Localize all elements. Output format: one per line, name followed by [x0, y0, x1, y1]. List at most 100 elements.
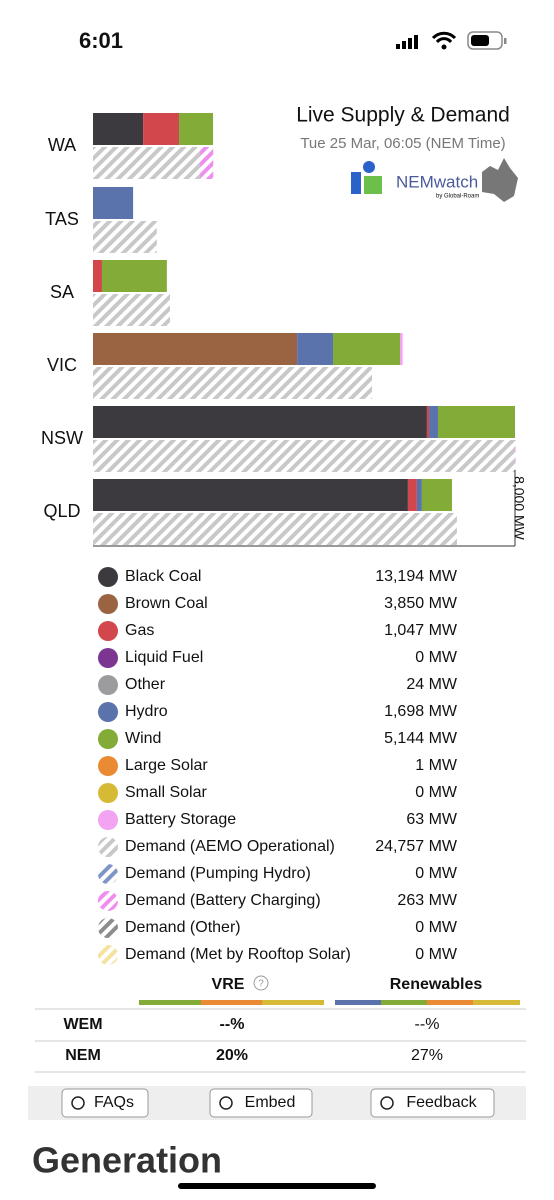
legend-value: 63 MW — [406, 811, 458, 828]
home-indicator — [178, 1183, 376, 1189]
bar-segment — [93, 333, 298, 365]
status-icons — [396, 31, 507, 50]
legend-label: Hydro — [125, 703, 168, 720]
table-cell: WEM — [63, 1016, 102, 1033]
legend-value: 263 MW — [397, 892, 457, 909]
table-cell: --% — [220, 1016, 245, 1033]
legend-label: Other — [125, 676, 166, 693]
legend-label: Demand (Other) — [125, 919, 241, 936]
bar-segment — [297, 333, 334, 365]
category-label: QLD — [43, 501, 80, 521]
legend-value: 5,144 MW — [384, 730, 458, 747]
legend-label: Demand (AEMO Operational) — [125, 838, 335, 855]
bar-segment — [437, 406, 515, 438]
category-label: SA — [50, 282, 74, 302]
category-label: VIC — [47, 355, 77, 375]
legend-value: 1,698 MW — [384, 703, 458, 720]
legend-label: Large Solar — [125, 757, 208, 774]
bar-segment — [93, 294, 171, 326]
legend-swatch — [98, 567, 118, 587]
legend-value: 0 MW — [415, 919, 458, 936]
bar-segment — [200, 147, 214, 179]
legend-swatch — [98, 729, 118, 749]
button-label: Feedback — [406, 1094, 477, 1111]
category-label: TAS — [45, 209, 79, 229]
header-title: Live Supply & Demand — [296, 104, 510, 127]
bar-segment — [333, 333, 401, 365]
legend-value: 3,850 MW — [384, 595, 458, 612]
legend-label: Battery Storage — [125, 811, 236, 828]
bar-segment — [93, 187, 134, 219]
chart: WA TAS SA VIC NSW QLD 8,000 MW — [41, 113, 527, 547]
button[interactable]: Embed — [209, 1088, 313, 1118]
table-cell: 27% — [411, 1047, 443, 1064]
bar-segment — [93, 113, 144, 145]
legend-swatch — [98, 756, 118, 776]
button-frame — [61, 1088, 149, 1118]
legend-swatch — [98, 945, 118, 965]
legend-label: Gas — [125, 622, 154, 639]
bar-segment — [515, 440, 516, 472]
summary-table: VRE ? Renewables WEM --% --% NEM 20% 27% — [35, 975, 526, 1073]
svg-text:?: ? — [258, 979, 264, 990]
bar-segment — [93, 513, 457, 545]
bar-segment — [93, 260, 102, 292]
legend-swatch — [98, 702, 118, 722]
section-title: Generation — [32, 1140, 222, 1181]
legend-value: 24 MW — [406, 676, 458, 693]
button-icon — [219, 1096, 233, 1110]
bar-segment — [93, 367, 373, 399]
legend-label: Black Coal — [125, 568, 201, 585]
legend-swatch — [98, 810, 118, 830]
legend-value: 0 MW — [415, 649, 458, 666]
legend-swatch — [98, 675, 118, 695]
bar-segment — [407, 479, 417, 511]
clock: 6:01 — [79, 28, 123, 53]
legend-value: 13,194 MW — [375, 568, 458, 585]
table-header: VRE — [212, 976, 245, 993]
legend-swatch — [98, 594, 118, 614]
legend-value: 0 MW — [415, 946, 458, 963]
legend-label: Wind — [125, 730, 161, 747]
bar-segment — [93, 440, 515, 472]
button-icon — [71, 1096, 85, 1110]
legend-label: Demand (Met by Rooftop Solar) — [125, 946, 351, 963]
legend-label: Demand (Pumping Hydro) — [125, 865, 311, 882]
button-frame — [370, 1088, 495, 1118]
legend-label: Liquid Fuel — [125, 649, 203, 666]
button-label: Embed — [245, 1094, 296, 1111]
legend-swatch — [98, 918, 118, 938]
button[interactable]: FAQs — [61, 1088, 149, 1118]
logo: NEMwatch by Global-Roam — [351, 158, 518, 202]
legend-swatch — [98, 648, 118, 668]
header-date: Tue 25 Mar, 06:05 (NEM Time) — [300, 135, 505, 152]
bar-segment — [400, 333, 403, 365]
legend-swatch — [98, 621, 118, 641]
legend-swatch — [98, 891, 118, 911]
bar-segment — [421, 479, 452, 511]
legend-value: 24,757 MW — [375, 838, 458, 855]
bar-segment — [178, 113, 214, 145]
bar-segment — [429, 406, 438, 438]
button[interactable]: Feedback — [370, 1088, 495, 1118]
legend-label: Brown Coal — [125, 595, 208, 612]
legend-label: Small Solar — [125, 784, 207, 801]
category-label: NSW — [41, 428, 83, 448]
legend-value: 0 MW — [415, 865, 458, 882]
legend-value: 1,047 MW — [384, 622, 458, 639]
legend-value: 0 MW — [415, 784, 458, 801]
table-cell: NEM — [65, 1047, 101, 1064]
button-label: FAQs — [94, 1094, 134, 1111]
legend-value: 1 MW — [415, 757, 458, 774]
legend: Black Coal 13,194 MW Brown Coal 3,850 MW Gas… — [98, 567, 458, 965]
button-frame — [209, 1088, 313, 1118]
bar-segment — [101, 260, 167, 292]
category-label: WA — [48, 135, 76, 155]
bar-segment — [93, 221, 157, 253]
logo-text: NEMwatch — [396, 172, 478, 191]
bar-segment — [416, 479, 422, 511]
legend-swatch — [98, 783, 118, 803]
bar-segment — [426, 406, 430, 438]
legend-swatch — [98, 837, 118, 857]
